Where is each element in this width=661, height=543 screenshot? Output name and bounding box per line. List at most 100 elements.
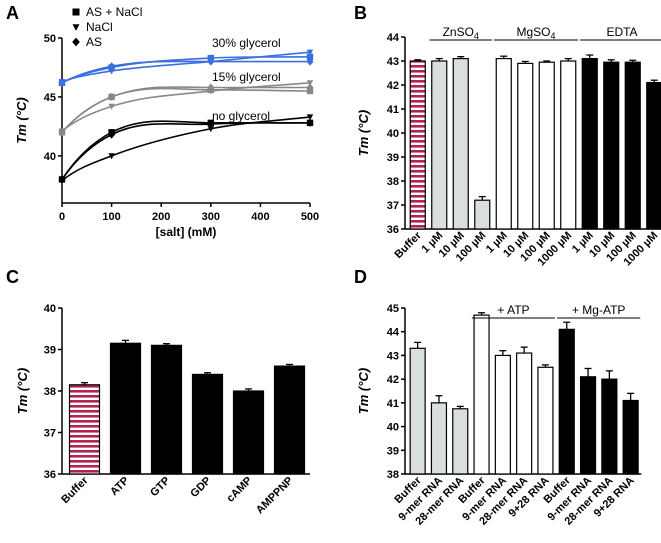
y-tick-label: 43 [387,56,399,68]
y-tick-label: 45 [44,92,56,104]
series-line [61,120,310,180]
group-annotation: 15% glycerol [212,70,281,84]
diamond-marker [207,83,215,92]
series-line [61,60,310,84]
x-tick-label: 300 [202,211,220,223]
bar [624,61,641,230]
y-tick-label: 43 [387,350,399,362]
bar [473,314,490,475]
panel-c-bar-chart: 36 37 38 39 40 Tm (°C) Buffer ATP GTP GDP cAMP AMPP… [15,303,310,516]
bar [430,402,448,475]
y-tick-label: 39 [44,345,56,357]
panel-letter-c: C [6,267,19,287]
bar [109,342,142,475]
bar [581,57,598,230]
y-axis-label: Tm (°C) [356,110,371,156]
x-tick-label: GTP [148,475,172,499]
diamond-marker [108,62,116,71]
triangle-marker [306,49,314,56]
y-tick-label: 39 [387,152,399,164]
x-tick-label: ATP [108,475,131,498]
y-tick-label: 37 [387,200,399,212]
bar [474,199,491,230]
panel-letter-a: A [6,3,19,23]
legend-label: AS + NaCl [86,5,142,19]
diamond-marker [207,57,215,66]
bar [537,366,554,475]
y-tick-label: 38 [44,386,56,398]
bar [516,352,533,475]
bar [68,384,101,475]
bar [452,408,469,475]
triangle-marker [207,88,214,95]
series-line [61,86,310,133]
y-tick-label: 44 [387,327,400,339]
y-tick-label: 40 [387,422,399,434]
y-axis-label: Tm (°C) [14,97,29,143]
y-tick-label: 42 [387,80,399,92]
diamond-marker [306,83,314,92]
triangle-marker [306,114,314,121]
bar [191,373,224,475]
x-tick-label: Buffer [59,474,91,506]
diamond-marker [207,120,215,129]
y-tick-label: 37 [44,428,56,440]
diamond-marker [58,175,66,184]
bar [579,376,597,475]
group-annotation: no glycerol [212,109,270,123]
y-axis-label: Tm (°C) [356,368,371,414]
bar [495,57,512,230]
triangle-marker [207,126,214,133]
diamond-marker [58,128,66,137]
y-tick-label: 40 [44,151,56,163]
panel-letter-b: B [354,3,367,23]
diamond-marker [108,130,116,139]
triangle-marker [306,80,314,87]
diamond-marker [108,92,116,101]
bar [560,60,577,230]
y-tick-label: 44 [387,32,400,44]
y-tick-label: 39 [387,445,399,457]
y-tick-label: 36 [387,224,399,236]
x-tick-label: 400 [251,211,269,223]
group-label: EDTA [606,25,637,39]
bar [622,399,639,475]
bar [601,378,618,475]
bar [517,62,534,230]
group-label: + Mg-ATP [572,303,625,317]
panel-a-line-chart: 40 45 50 Tm (°C) 0 100 200 300 400 500 [salt] (mM)… [14,5,319,239]
x-tick-label: 500 [301,211,319,223]
x-axis-label: [salt] (mM) [156,225,217,239]
diamond-marker [306,57,314,66]
legend-label: NaCl [86,20,113,34]
y-tick-label: 40 [44,303,56,315]
bar [409,60,426,230]
y-tick-label: 41 [387,104,399,116]
bar [431,60,448,230]
triangle-marker [72,24,80,31]
group-label: MgSO4 [516,25,555,41]
bar [150,344,183,475]
group-label: + ATP [497,303,529,317]
x-tick-label: cAMP [225,475,255,505]
triangle-marker [108,153,115,160]
series-line [61,116,311,182]
y-tick-label: 36 [44,469,56,481]
x-tick-label: 100 [102,211,120,223]
bar [452,57,469,230]
y-tick-label: 38 [387,469,399,481]
series-line [61,81,311,132]
x-tick-label: 200 [152,211,170,223]
y-tick-label: 50 [44,33,56,45]
triangle-marker [108,103,115,110]
y-axis-label: Tm (°C) [15,368,30,414]
square-marker [306,53,314,61]
bar [538,61,555,230]
bar [646,81,661,230]
y-tick-label: 40 [387,128,399,140]
bar [409,347,426,475]
legend-label: AS [86,35,102,49]
series-line [61,51,311,83]
